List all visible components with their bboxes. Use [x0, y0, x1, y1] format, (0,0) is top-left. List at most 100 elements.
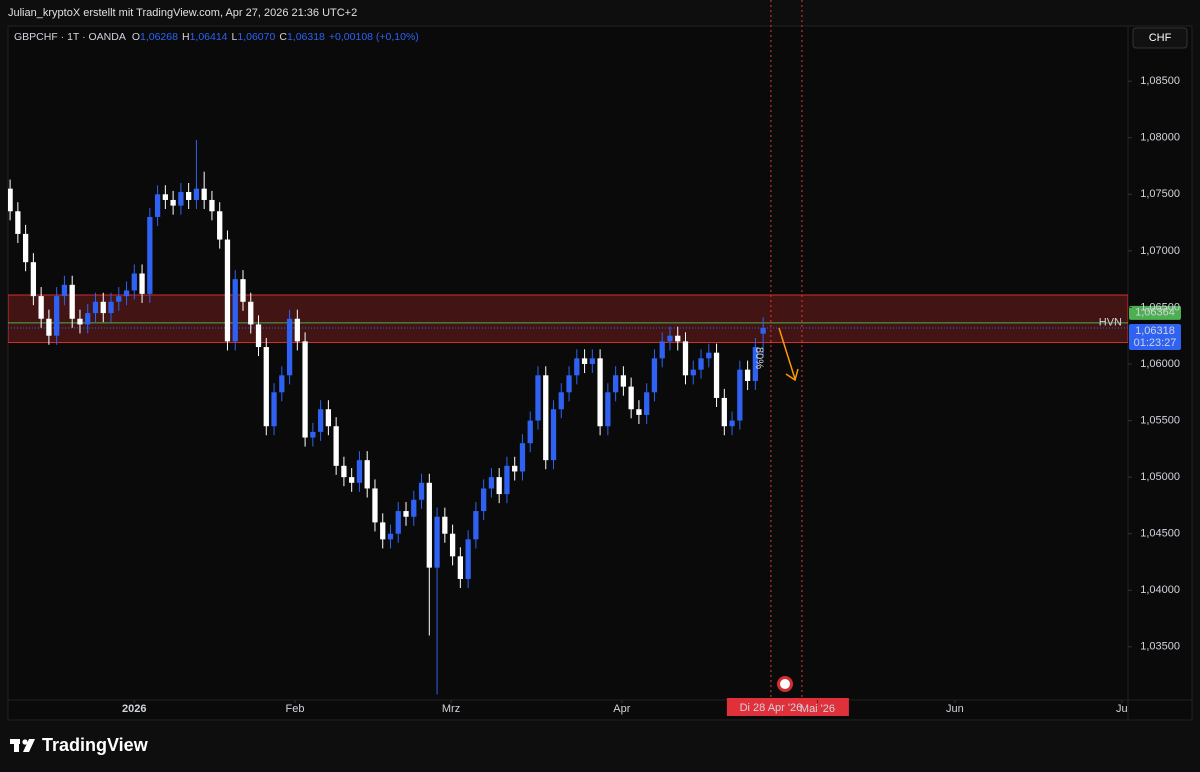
candle-body: [201, 188, 207, 200]
header: Julian_kryptoX erstellt mit TradingView.…: [8, 7, 357, 19]
candle-body: [92, 301, 99, 314]
candle-body: [760, 328, 766, 334]
candle-body: [682, 341, 689, 376]
candle-body: [698, 358, 704, 370]
candle-body: [116, 296, 122, 302]
event-flag-inner: [780, 679, 790, 689]
candle-body: [240, 279, 246, 302]
logo-slash: [23, 739, 35, 752]
candle-body: [77, 318, 83, 325]
candle-body: [131, 273, 137, 291]
candle-body: [481, 488, 487, 512]
legend-value: 1,06318: [287, 31, 325, 43]
candle-body: [581, 358, 588, 364]
candle-body: [209, 199, 215, 212]
candle-body: [434, 516, 440, 568]
last-price-tag: [1129, 324, 1181, 351]
candle-body: [612, 375, 619, 393]
x-tick-label: Mrz: [442, 703, 460, 715]
candle-body: [8, 188, 13, 212]
candle-body: [403, 511, 409, 517]
cursor-date-tag: [726, 698, 849, 716]
currency-button-label[interactable]: CHF: [1149, 32, 1172, 44]
legend-value: 1,06268: [140, 31, 178, 43]
candle-body: [488, 477, 495, 489]
y-tick-label: 1,08500: [1140, 75, 1180, 87]
x-tick-label: Apr: [613, 703, 630, 715]
candle-body: [620, 375, 627, 387]
cursor-date-text: Di 28 Apr '26: [740, 702, 803, 714]
candle-body: [349, 477, 355, 483]
candle-body: [418, 482, 425, 500]
candle-body: [162, 194, 168, 200]
candle-body: [178, 192, 184, 206]
candle-body: [22, 233, 29, 263]
candle-body: [123, 290, 130, 297]
candle-body: [496, 477, 502, 495]
candle-body: [550, 409, 557, 461]
candle-body: [426, 482, 432, 568]
candle-body: [380, 522, 386, 540]
candle-body: [294, 318, 300, 342]
candle-body: [651, 358, 658, 393]
x-tick-label: Feb: [286, 703, 305, 715]
candle-body: [589, 358, 595, 364]
candle-body: [667, 335, 673, 342]
logo-stem: [14, 739, 19, 752]
candle-body: [193, 188, 200, 200]
candle-body: [543, 375, 549, 461]
candle-body: [752, 347, 759, 381]
candle-body: [186, 192, 192, 200]
candle-body: [302, 341, 308, 438]
legend-key: C: [279, 31, 287, 43]
candle-body: [341, 465, 347, 478]
candle-body: [729, 420, 735, 427]
candle-body: [527, 420, 533, 444]
y-tick-label: 1,06000: [1140, 358, 1180, 370]
candle-body: [457, 556, 464, 579]
y-tick-label: 1,03500: [1140, 641, 1180, 653]
hvn-price-text: 1,06364: [1135, 307, 1175, 319]
candle-body: [217, 211, 223, 240]
y-tick-label: 1,05500: [1140, 414, 1180, 426]
legend-value: 1,06414: [190, 31, 228, 43]
candle-body: [333, 426, 339, 466]
countdown-text: 01:23:27: [1134, 337, 1177, 349]
candle-body: [636, 409, 642, 415]
y-tick-label: 1,04000: [1140, 584, 1180, 596]
candle-body: [170, 199, 176, 206]
candle-body: [356, 460, 363, 483]
candle-body: [473, 511, 479, 540]
y-tick-label: 1,04500: [1140, 528, 1180, 540]
candle-body: [659, 341, 665, 359]
candle-body: [325, 409, 332, 427]
candle-body: [271, 392, 277, 427]
resistance-zone: [8, 294, 1128, 344]
candle-body: [232, 279, 238, 342]
candle-body: [395, 511, 401, 534]
brand-logo: [10, 739, 35, 752]
candle-body: [449, 533, 456, 557]
hvn-label: HVN: [1099, 317, 1122, 329]
candle-body: [597, 358, 603, 427]
candle-body: [61, 284, 68, 297]
candle-body: [263, 347, 269, 427]
candle-body: [690, 369, 696, 376]
candle-body: [372, 488, 378, 523]
candle-body: [465, 539, 471, 579]
candle-body: [317, 409, 324, 432]
candle-body: [255, 324, 262, 348]
currency-button[interactable]: [1132, 27, 1188, 49]
x-tick-label: 2026: [122, 703, 146, 715]
drawn-arrow-head: [785, 368, 799, 382]
y-tick-label: 1,07500: [1140, 188, 1180, 200]
legend-key: O: [132, 31, 140, 43]
candle-body: [721, 397, 727, 427]
candle-body: [504, 465, 510, 495]
y-tick-label: 1,07000: [1140, 245, 1180, 257]
last-price-text: 1,06318: [1135, 325, 1175, 337]
candle-body: [574, 358, 580, 376]
